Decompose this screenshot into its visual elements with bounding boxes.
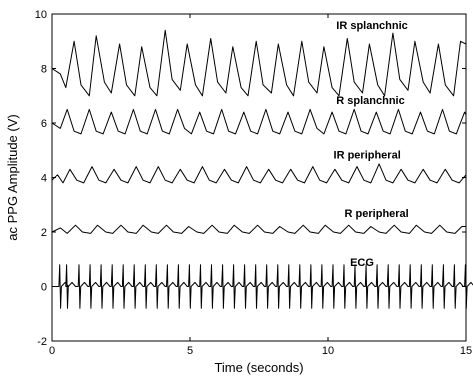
- y-tick-label: 10: [35, 9, 47, 21]
- series-label-ecg: ECG: [350, 257, 374, 269]
- x-tick-label: 0: [49, 345, 55, 357]
- series-label-ir-peripheral: IR peripheral: [334, 149, 401, 161]
- series-label-r-splanchnic: R splanchnic: [336, 95, 404, 107]
- y-tick-label: 8: [41, 64, 47, 76]
- trace-r-splanchnic: [51, 108, 467, 135]
- trace-ir-peripheral: [51, 163, 467, 184]
- x-tick-label: 15: [460, 345, 472, 357]
- y-tick-label: 2: [41, 227, 47, 239]
- y-axis-label: ac PPG Amplitude (V): [5, 114, 20, 240]
- x-tick-label: 10: [322, 345, 334, 357]
- series-labels: IR splanchnic R splanchnic IR peripheral R …: [334, 20, 409, 269]
- traces: [51, 29, 473, 309]
- series-label-r-peripheral: R peripheral: [345, 208, 409, 220]
- trace-r-peripheral: [51, 224, 466, 234]
- x-tick-label: 5: [187, 345, 193, 357]
- y-tick-label: 0: [41, 282, 47, 294]
- y-tick-label: 4: [41, 173, 47, 185]
- y-tick-label: -2: [37, 336, 47, 348]
- x-axis-label: Time (seconds): [214, 360, 303, 375]
- trace-ir-splanchnic: [51, 29, 467, 97]
- trace-ecg: [52, 264, 473, 309]
- y-tick-label: 6: [41, 118, 47, 130]
- series-label-ir-splanchnic: IR splanchnic: [336, 20, 408, 32]
